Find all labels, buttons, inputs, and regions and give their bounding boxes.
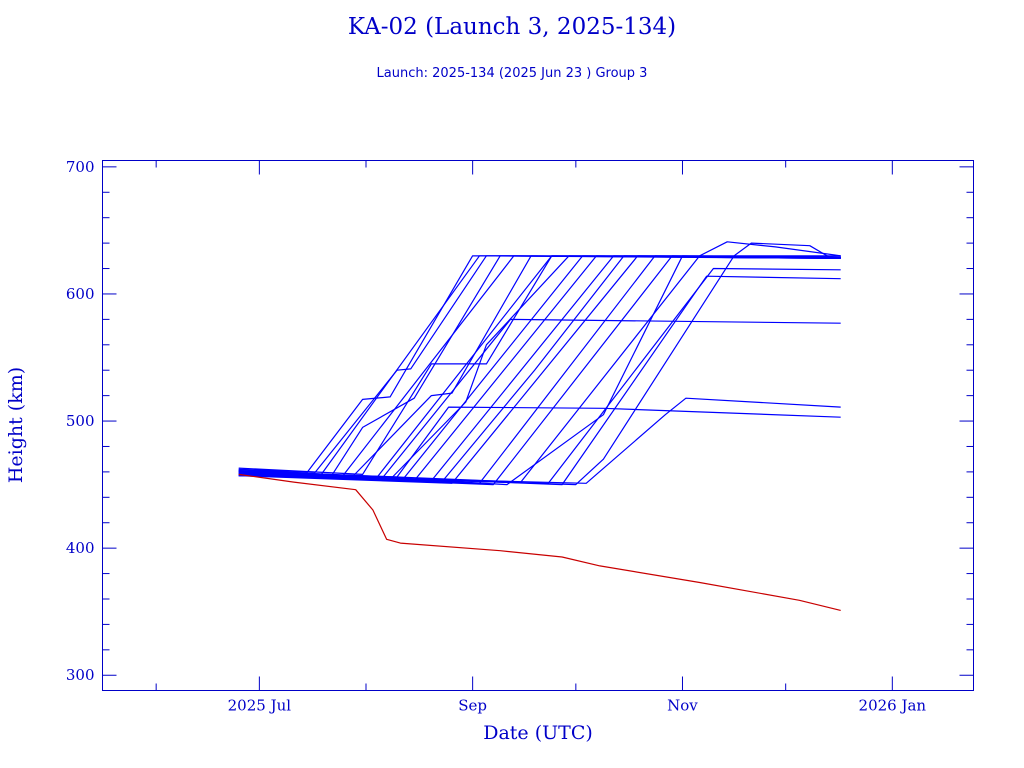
x-tick-label: 2025 Jul bbox=[228, 697, 292, 715]
y-axis-label: Height (km) bbox=[5, 367, 27, 483]
series-line-sat-23 bbox=[238, 406, 841, 478]
series-line-sat-17 bbox=[238, 255, 841, 486]
series-line-sat-13 bbox=[238, 255, 841, 483]
series-line-sat-22 bbox=[238, 397, 841, 484]
series-line-sat-decaying bbox=[238, 473, 841, 611]
series-line-sat-9 bbox=[238, 255, 841, 481]
y-tick-label: 300 bbox=[66, 666, 95, 684]
series-line-sat-16 bbox=[238, 255, 841, 484]
series-line-sat-7 bbox=[238, 255, 841, 475]
series-line-sat-15 bbox=[238, 318, 841, 478]
series-line-sat-21 bbox=[238, 241, 841, 483]
series-line-sat-14 bbox=[238, 255, 841, 484]
series-line-sat-11 bbox=[238, 255, 841, 482]
x-axis-label: Date (UTC) bbox=[483, 722, 593, 744]
x-tick-label: 2026 Jan bbox=[859, 697, 927, 715]
plot-frame bbox=[102, 160, 974, 691]
y-tick-label: 700 bbox=[66, 158, 95, 176]
y-tick-label: 500 bbox=[66, 412, 95, 430]
series-line-sat-12 bbox=[238, 255, 841, 482]
series-line-sat-18 bbox=[238, 267, 841, 484]
x-tick-label: Sep bbox=[458, 697, 487, 715]
series-line-sat-3 bbox=[238, 255, 841, 475]
y-tick-label: 400 bbox=[66, 539, 95, 557]
series-line-sat-8 bbox=[238, 255, 841, 479]
series-layer bbox=[238, 241, 841, 611]
axis-ticks: 2025 Jul Sep Nov 2026 Jan 300 400 500 600 700 bbox=[66, 158, 974, 715]
y-tick-label: 600 bbox=[66, 285, 95, 303]
chart-subtitle: Launch: 2025-134 (2025 Jun 23 ) Group 3 bbox=[376, 66, 648, 81]
series-line-sat-10 bbox=[238, 255, 841, 479]
series-line-sat-19 bbox=[238, 275, 841, 486]
x-tick-label: Nov bbox=[667, 697, 698, 715]
series-line-sat-24 bbox=[238, 255, 841, 486]
chart-title: KA-02 (Launch 3, 2025-134) bbox=[347, 14, 677, 40]
